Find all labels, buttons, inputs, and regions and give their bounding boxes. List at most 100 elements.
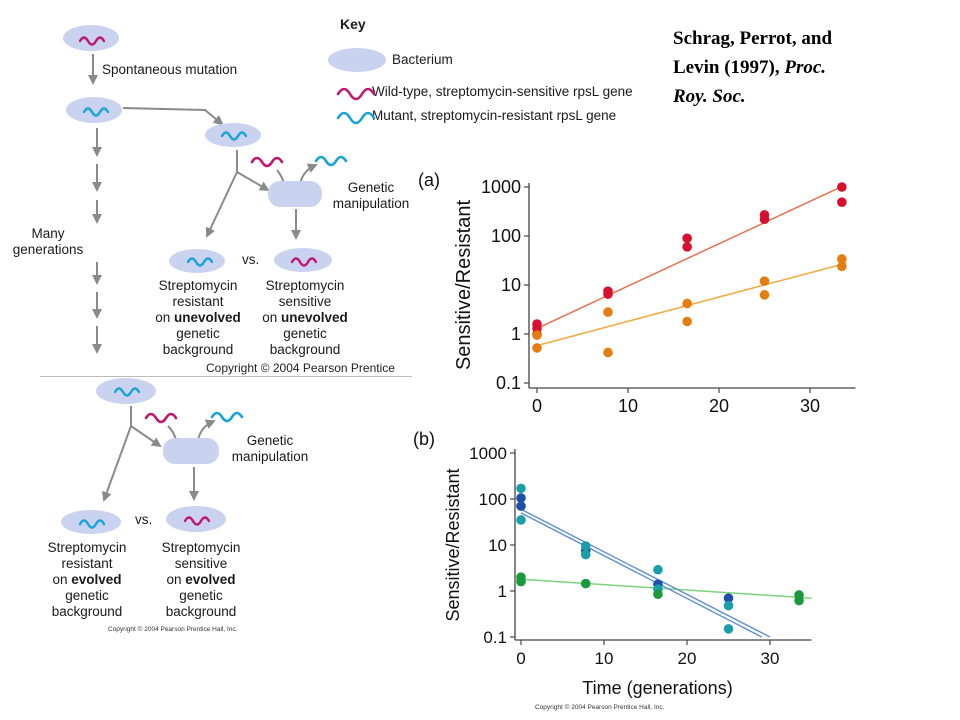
top-sensitive-line4: genetic [283,326,327,341]
bottom-resistant-label: Streptomycin resistant on evolved geneti… [48,540,127,620]
top-resistant-on: on [155,310,174,325]
bacterium-start [63,25,119,51]
data-point-red_series [837,197,847,207]
top-resistant-line4: genetic [176,326,220,341]
divider-line [40,376,412,377]
key-wild-type-label: Wild-type, streptomycin-sensitive rpsL g… [372,84,633,99]
top-sensitive-line3: on unevolved [262,310,348,326]
bottom-sensitive-emph: evolved [185,572,236,587]
bottom-sensitive-line4: genetic [179,588,223,603]
data-point-navy_series [723,593,734,603]
bacterium-top-resistant [169,249,225,273]
mutant-gene-icon [220,131,248,141]
fit-line-red_series [536,185,843,330]
data-point-green_series [516,576,526,587]
bottom-sensitive-line5: background [165,604,237,619]
y-tick-label: 10 [501,275,521,295]
x-tick-label: 10 [618,396,638,416]
key-bacterium-label: Bacterium [392,52,453,67]
data-point-orange_series [837,254,847,264]
bottom-resistant-line3: on evolved [48,572,127,588]
fit-line-blue-0 [520,508,771,638]
data-point-red_series [759,214,770,225]
data-point-teal_series [580,541,591,551]
y-tick-label: 1 [511,324,521,344]
genetic-manipulation-top-line2: manipulation [332,196,410,211]
genetic-manipulation-top-label: Genetic manipulation [333,180,410,212]
data-point-orange_series [837,261,847,272]
data-point-red_series [603,289,613,299]
data-point-orange_series [532,343,542,353]
bacterium-bottom-resistant [61,510,121,534]
citation-line3: Roy. Soc. [673,82,832,111]
data-point-teal_series [723,600,734,611]
top-resistant-line3: on unevolved [155,310,241,326]
fit-line-green_series [520,578,812,599]
x-tick-label: 10 [595,649,614,668]
x-tick-label: 0 [532,396,542,416]
copyright-top: Copyright © 2004 Pearson Prentice [206,361,395,375]
copyright-bottom: Copyright © 2004 Pearson Prentice Hall, … [108,626,238,633]
vs-top-label: vs. [242,252,260,267]
panel-label: (b) [413,429,435,449]
top-resistant-line2: resistant [172,294,224,309]
data-point-green_series [653,589,663,600]
arrow-to-resistant [205,171,238,238]
bacterium-branch [205,123,261,147]
data-point-orange_series [759,290,770,300]
citation-line2: Levin (1997), Proc. [673,53,832,82]
many-generations-line1: Many [31,226,65,241]
spontaneous-mutation-label: Spontaneous mutation [102,62,238,77]
data-point-orange_series [682,298,692,309]
bacterium-top-sensitive [274,248,332,272]
mutant-gene-icon [113,387,141,397]
data-point-green_series [794,595,804,606]
vs-bottom-label: vs. [135,512,153,527]
x-tick-label: 20 [709,396,729,416]
fit-line-blue-1 [520,512,763,638]
data-point-teal_series [516,515,526,525]
arrow-to-manipulated [236,171,270,192]
bacterium-manipulated [268,181,322,207]
wild-type-gene-icon [144,412,178,424]
bottom-resistant-on: on [52,572,72,587]
y-tick-label: 10 [488,536,507,555]
many-generations-label: Many generations [13,226,84,258]
arrow-to-evolved-manipulated [130,425,162,448]
bottom-sensitive-line2: sensitive [174,556,228,571]
data-point-red_series [682,242,692,252]
bacterium-evolved [96,378,156,404]
y-tick-label: 0.1 [496,373,521,393]
genetic-manipulation-bottom-line1: Genetic [246,433,294,448]
data-point-orange_series [532,330,542,340]
key-title: Key [340,16,366,32]
key-bacterium-icon [328,48,386,72]
top-sensitive-label: Streptomycin sensitive on unevolved gene… [262,278,348,358]
x-tick-label: 30 [761,649,780,668]
panel-label: (a) [418,170,440,190]
data-point-teal_series [580,549,591,560]
top-resistant-emph: unevolved [174,310,241,325]
top-sensitive-line2: sensitive [278,294,332,309]
y-tick-label: 1 [498,582,507,601]
mutant-gene-icon [82,107,110,117]
wild-type-gene-icon [183,516,211,526]
citation-journal-part1: Proc. [784,57,827,78]
wild-type-gene-icon [290,257,318,267]
y-tick-label: 100 [479,490,507,509]
data-point-navy_series [516,501,526,511]
citation: Schrag, Perrot, and Levin (1997), Proc. … [673,24,832,111]
data-point-orange_series [682,316,692,327]
y-axis-label: Sensitive/Resistant [443,468,463,621]
data-point-orange_series [603,347,613,358]
bottom-resistant-line4: genetic [65,588,109,603]
bacterium-evolved-manipulated [163,438,219,464]
y-tick-label: 100 [491,226,521,246]
top-resistant-label: Streptomycin resistant on unevolved gene… [155,278,241,358]
x-axis-label: Time (generations) [582,678,732,698]
wild-type-gene-icon [250,156,284,168]
bacterium-mutant [66,97,122,123]
bottom-resistant-line2: resistant [61,556,113,571]
citation-line1: Schrag, Perrot, and [673,28,833,49]
citation-journal-part2: Roy. Soc. [673,86,746,107]
